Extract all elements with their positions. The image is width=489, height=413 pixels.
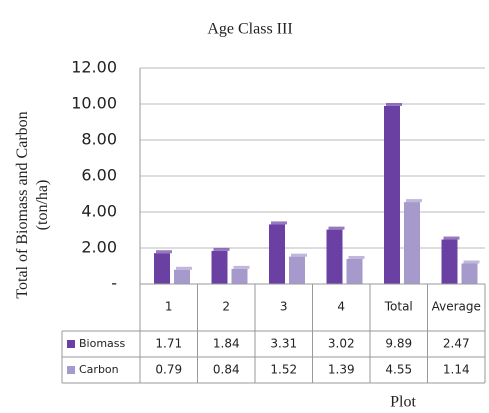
x-tick-label: Total [384,300,413,314]
table-value: 1.71 [155,337,182,351]
y-tick-label: - [111,274,117,293]
table-value: 4.55 [385,363,412,377]
bar-top [213,247,230,251]
x-tick-label: 2 [222,300,230,314]
y-tick-label: 4.00 [81,202,117,221]
bar-top [233,265,250,269]
x-tick-label: Average [432,300,481,314]
bar-top [291,253,307,257]
bar-top [176,266,192,270]
legend-swatch [67,340,75,348]
bar [441,239,458,284]
table-value: 2.47 [443,337,470,351]
bar-top [463,260,480,264]
bar [384,105,400,284]
bar [231,268,248,284]
x-tick-label: 3 [280,300,288,314]
bar [289,256,305,284]
y-tick-label: 2.00 [81,238,117,257]
bar-top [156,250,172,254]
table-value: 1.84 [213,337,240,351]
table-value: 0.84 [213,363,240,377]
bar [174,269,190,284]
bar-top [386,102,402,106]
chart-title: Age Class III [207,21,292,38]
y-tick-label: 8.00 [81,130,117,149]
bar-top [348,255,365,259]
x-axis-title: Plot [390,394,416,411]
bar [404,202,420,284]
bar [326,229,343,284]
bar-top [443,236,460,240]
table-value: 3.02 [328,337,355,351]
bar [154,253,170,284]
bar [269,224,285,284]
legend-label: Carbon [79,363,119,376]
bar [211,250,228,284]
x-tick-label: 4 [337,300,345,314]
bar [461,263,478,284]
bar-top [271,221,287,225]
bar-top [406,199,422,203]
table-value: 1.14 [443,363,470,377]
bar-top [328,226,345,230]
table-value: 0.79 [155,363,182,377]
table-value: 1.39 [328,363,355,377]
table-value: 9.89 [385,337,412,351]
legend-swatch [67,366,75,374]
legend-label: Biomass [79,337,126,350]
y-axis-title: Total of Biomass and Carbon (ton/ha) [14,111,51,298]
bar [346,258,363,284]
y-tick-label: 10.00 [71,94,117,113]
x-tick-label: 1 [165,300,173,314]
table-value: 1.52 [270,363,297,377]
y-tick-label: 12.00 [71,58,117,77]
table-value: 3.31 [270,337,297,351]
y-tick-label: 6.00 [81,166,117,185]
